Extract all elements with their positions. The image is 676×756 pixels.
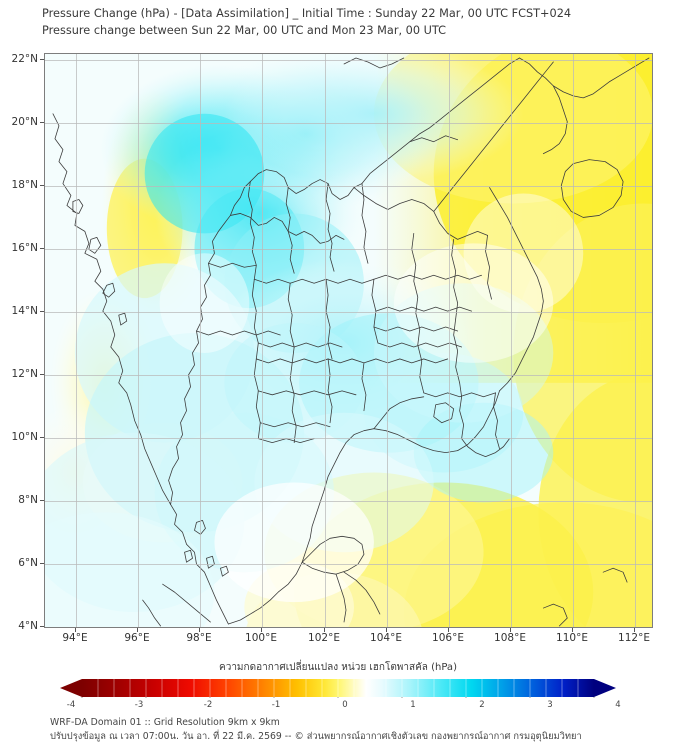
ytick-label-14N: 14°N [11,305,38,317]
ytick-mark [40,185,44,186]
colorbar-caption: ความกดอากาศเปลี่ยนแปลง หน่วย เฮกโตพาสคัล… [219,662,457,673]
map-coastlines [52,57,650,627]
xtick-label-106E: 106°E [432,632,464,644]
colorbar-tick--3: -3 [134,700,144,710]
ytick-mark [40,374,44,375]
xtick-mark [634,628,635,632]
xtick-label-104E: 104°E [370,632,402,644]
ytick-label-12N: 12°N [11,368,38,380]
ytick-mark [40,248,44,249]
pressure-change-field [45,54,652,627]
colorbar-tick-2: 2 [479,700,485,710]
gridline-108E [511,54,512,627]
xtick-mark [199,628,200,632]
xtick-label-110E: 110°E [556,632,588,644]
gridline-110E [573,54,574,627]
xtick-mark [510,628,511,632]
ytick-label-22N: 22°N [11,53,38,65]
xtick-mark [137,628,138,632]
gridline-16N [45,249,652,250]
ytick-label-16N: 16°N [11,242,38,254]
gridline-98E [200,54,201,627]
ytick-label-20N: 20°N [11,116,38,128]
ytick-mark [40,59,44,60]
ytick-mark [40,626,44,627]
gridline-6N [45,564,652,565]
map-plot-area[interactable] [44,53,653,628]
colorbar-tick-0: 0 [342,700,348,710]
xtick-label-102E: 102°E [308,632,340,644]
ytick-label-6N: 6°N [18,557,38,569]
ytick-mark [40,122,44,123]
ytick-label-4N: 4°N [18,620,38,632]
chart-title-block: Pressure Change (hPa) - [Data Assimilati… [42,6,662,39]
gridline-102E [325,54,326,627]
xtick-mark [324,628,325,632]
gridline-14N [45,312,652,313]
xtick-label-98E: 98°E [186,632,212,644]
xtick-label-94E: 94°E [62,632,88,644]
gridline-94E [76,54,77,627]
gridline-22N [45,60,652,61]
gridline-96E [138,54,139,627]
gridline-106E [449,54,450,627]
page-title: Pressure Change (hPa) - [Data Assimilati… [42,7,572,20]
xtick-label-100E: 100°E [245,632,277,644]
ytick-mark [40,437,44,438]
footer-credit: ปรับปรุงข้อมูล ณ เวลา 07:00น. วัน อา. ที… [50,731,582,742]
xtick-mark [572,628,573,632]
xtick-mark [448,628,449,632]
gridline-18N [45,186,652,187]
colorbar-tick-1: 1 [410,700,416,710]
ytick-mark [40,311,44,312]
page-subtitle: Pressure change between Sun 22 Mar, 00 U… [42,23,447,37]
ytick-label-18N: 18°N [11,179,38,191]
xtick-mark [386,628,387,632]
colorbar-tick-4: 4 [615,700,621,710]
colorbar[interactable] [60,678,616,698]
gridline-12N [45,375,652,376]
xtick-mark [75,628,76,632]
gridline-112E [635,54,636,627]
xtick-label-112E: 112°E [618,632,650,644]
xtick-mark [261,628,262,632]
gridline-8N [45,501,652,502]
colorbar-tick--1: -1 [271,700,281,710]
xtick-label-108E: 108°E [494,632,526,644]
colorbar-tick--4: -4 [66,700,76,710]
gridline-10N [45,438,652,439]
gridline-104E [387,54,388,627]
footer-model-info: WRF-DA Domain 01 :: Grid Resolution 9km … [50,717,280,728]
xtick-label-96E: 96°E [124,632,150,644]
gridline-100E [262,54,263,627]
ytick-label-8N: 8°N [18,494,38,506]
colorbar-tick--2: -2 [203,700,213,710]
ytick-mark [40,563,44,564]
gridline-20N [45,123,652,124]
ytick-mark [40,500,44,501]
ytick-label-10N: 10°N [11,431,38,443]
colorbar-tick-3: 3 [547,700,553,710]
